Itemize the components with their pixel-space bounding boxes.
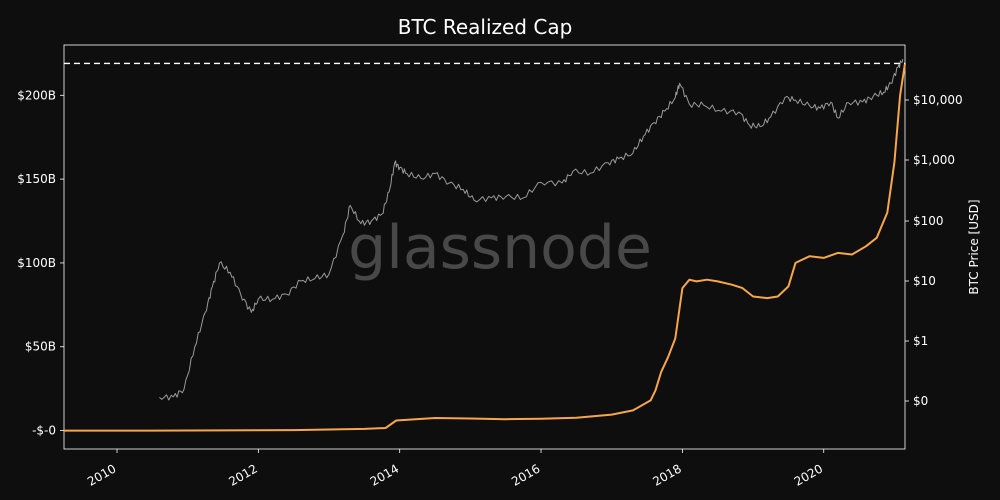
chart-title: BTC Realized Cap	[398, 15, 573, 39]
y-right-tick-label: $1,000	[913, 153, 955, 167]
y-left-tick-label: -$-0	[32, 424, 56, 438]
y-right-tick-label: $10	[913, 274, 936, 288]
y-left-axis-ticks: -$-0 $50B $100B $150B $200B	[17, 88, 64, 438]
series-line-realized-cap	[64, 63, 906, 432]
y-left-tick-label: $150B	[17, 172, 56, 186]
y-left-tick-label: $50B	[25, 340, 56, 354]
y-left-tick-label: $100B	[17, 256, 56, 270]
plot-area	[63, 44, 906, 450]
series-line-btc-price	[159, 58, 904, 401]
series-layer	[64, 58, 906, 432]
y-right-axis-ticks: $0 $1 $10 $100 $1,000 $10,000	[905, 93, 963, 408]
y-right-axis-label: BTC Price [USD]	[967, 199, 981, 294]
y-right-tick-label: $100	[913, 214, 944, 228]
watermark-logo: glassnode	[348, 213, 652, 283]
y-right-tick-label: $10,000	[913, 93, 963, 107]
y-right-tick-label: $0	[913, 394, 928, 408]
y-right-tick-label: $1	[913, 334, 928, 348]
y-left-tick-label: $200B	[17, 88, 56, 102]
